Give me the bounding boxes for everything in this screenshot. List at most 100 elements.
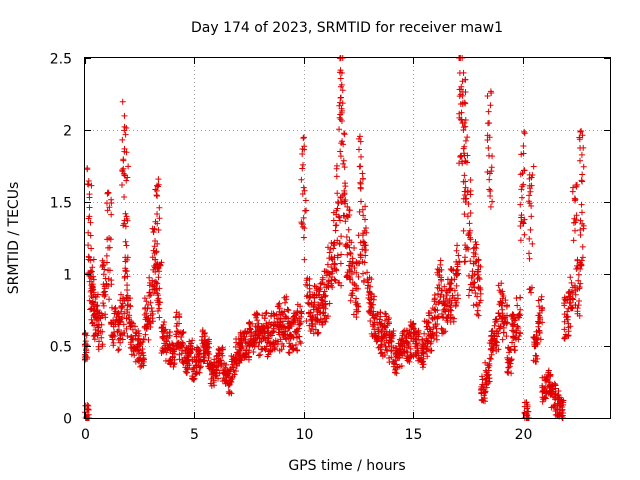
data-point [262, 310, 269, 317]
data-point [331, 260, 338, 267]
data-point [115, 346, 122, 353]
data-point [357, 179, 364, 186]
data-point [299, 146, 306, 153]
data-point [123, 149, 130, 156]
data-point [250, 338, 257, 345]
data-point [123, 315, 130, 322]
data-point [501, 319, 508, 326]
data-point [518, 212, 525, 219]
data-point [383, 346, 390, 353]
data-point [305, 300, 312, 307]
data-point [459, 92, 466, 99]
data-point [526, 192, 533, 199]
data-point [329, 268, 336, 275]
data-point [215, 375, 222, 382]
data-point [193, 357, 200, 364]
data-point [527, 188, 534, 195]
data-point [247, 326, 254, 333]
data-point [263, 320, 270, 327]
data-point [90, 256, 97, 263]
data-point [139, 349, 146, 356]
data-point [337, 153, 344, 160]
data-point [503, 302, 510, 309]
data-point [360, 212, 367, 219]
data-point [283, 293, 290, 300]
data-point [211, 356, 218, 363]
data-point [93, 294, 100, 301]
data-point [528, 213, 535, 220]
data-point [264, 353, 271, 360]
data-point [536, 303, 543, 310]
data-point [577, 266, 584, 273]
data-point [530, 163, 537, 170]
data-point [492, 342, 499, 349]
data-point [427, 340, 434, 347]
data-point [140, 336, 147, 343]
data-point [173, 323, 180, 330]
data-point [339, 138, 346, 145]
data-point [568, 279, 575, 286]
data-point [301, 187, 308, 194]
data-point [342, 218, 349, 225]
data-point [527, 285, 534, 292]
data-point [453, 282, 460, 289]
data-point [202, 347, 209, 354]
data-point [297, 320, 304, 327]
data-point [574, 308, 581, 315]
data-point [487, 102, 494, 109]
data-point [122, 210, 129, 217]
data-point [326, 300, 333, 307]
x-tick-label: 20 [515, 427, 533, 443]
data-point [460, 150, 467, 157]
data-point [95, 315, 102, 322]
data-point [328, 255, 335, 262]
data-point [211, 362, 218, 369]
data-point [438, 311, 445, 318]
data-point [336, 241, 343, 248]
data-point [439, 330, 446, 337]
data-point [346, 258, 353, 265]
data-point [528, 182, 535, 189]
data-point [153, 248, 160, 255]
data-point [475, 256, 482, 263]
data-point [344, 203, 351, 210]
data-point [487, 346, 494, 353]
data-point [85, 406, 92, 413]
data-point [348, 239, 355, 246]
data-point [474, 311, 481, 318]
data-point [391, 360, 398, 367]
data-point [378, 350, 385, 357]
data-point [89, 264, 96, 271]
data-point [456, 110, 463, 117]
data-point [433, 332, 440, 339]
data-point [145, 318, 152, 325]
data-point [381, 317, 388, 324]
data-point [321, 288, 328, 295]
data-point [99, 343, 106, 350]
data-point [150, 229, 157, 236]
data-point [528, 289, 535, 296]
data-point [431, 306, 438, 313]
data-point [217, 363, 224, 370]
data-point [423, 346, 430, 353]
data-point [122, 238, 129, 245]
data-point [573, 216, 580, 223]
data-point [319, 297, 326, 304]
data-point [360, 238, 367, 245]
data-point [359, 206, 366, 213]
data-point [153, 192, 160, 199]
data-point [158, 324, 165, 331]
data-point [378, 327, 385, 334]
data-point [84, 342, 91, 349]
data-point [539, 319, 546, 326]
data-point [174, 320, 181, 327]
data-point [321, 293, 328, 300]
data-point [521, 231, 528, 238]
data-point [371, 293, 378, 300]
data-point [247, 325, 254, 332]
data-point [101, 293, 108, 300]
data-point [118, 331, 125, 338]
data-point [517, 171, 524, 178]
data-point [460, 227, 467, 234]
data-point [540, 396, 547, 403]
